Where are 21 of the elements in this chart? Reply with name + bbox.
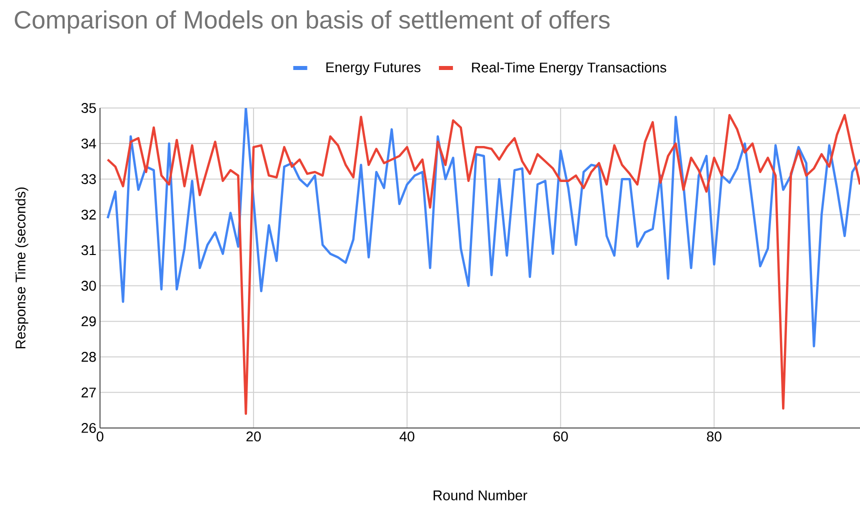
- x-tick-label: 40: [400, 432, 414, 442]
- chart-title: Comparison of Models on basis of settlement of offers: [14, 10, 610, 34]
- y-tick-label: 27: [82, 388, 96, 398]
- x-tick-label: 0: [96, 432, 104, 442]
- legend-label: Real-Time Energy Transactions: [472, 62, 666, 76]
- line-series: [106, 108, 860, 348]
- x-tick-label: 60: [554, 432, 568, 442]
- y-axis-title: Response Time (seconds): [15, 187, 28, 348]
- y-tick-label: 28: [82, 352, 96, 362]
- y-tick-label: 26: [82, 423, 96, 433]
- y-tick-label: 29: [82, 316, 96, 326]
- x-tick-label: 80: [706, 432, 722, 442]
- y-tick-label: 35: [81, 103, 96, 113]
- y-tick-label: 34: [81, 138, 96, 149]
- legend-label: Energy Futures: [326, 62, 420, 75]
- y-tick-label: 32: [81, 210, 96, 220]
- y-tick-label: 33: [81, 174, 96, 184]
- x-axis-title: Round Number: [434, 490, 528, 500]
- y-tick-label: 30: [81, 280, 96, 291]
- x-tick-label: 20: [246, 432, 261, 442]
- y-tick-label: 31: [81, 245, 96, 256]
